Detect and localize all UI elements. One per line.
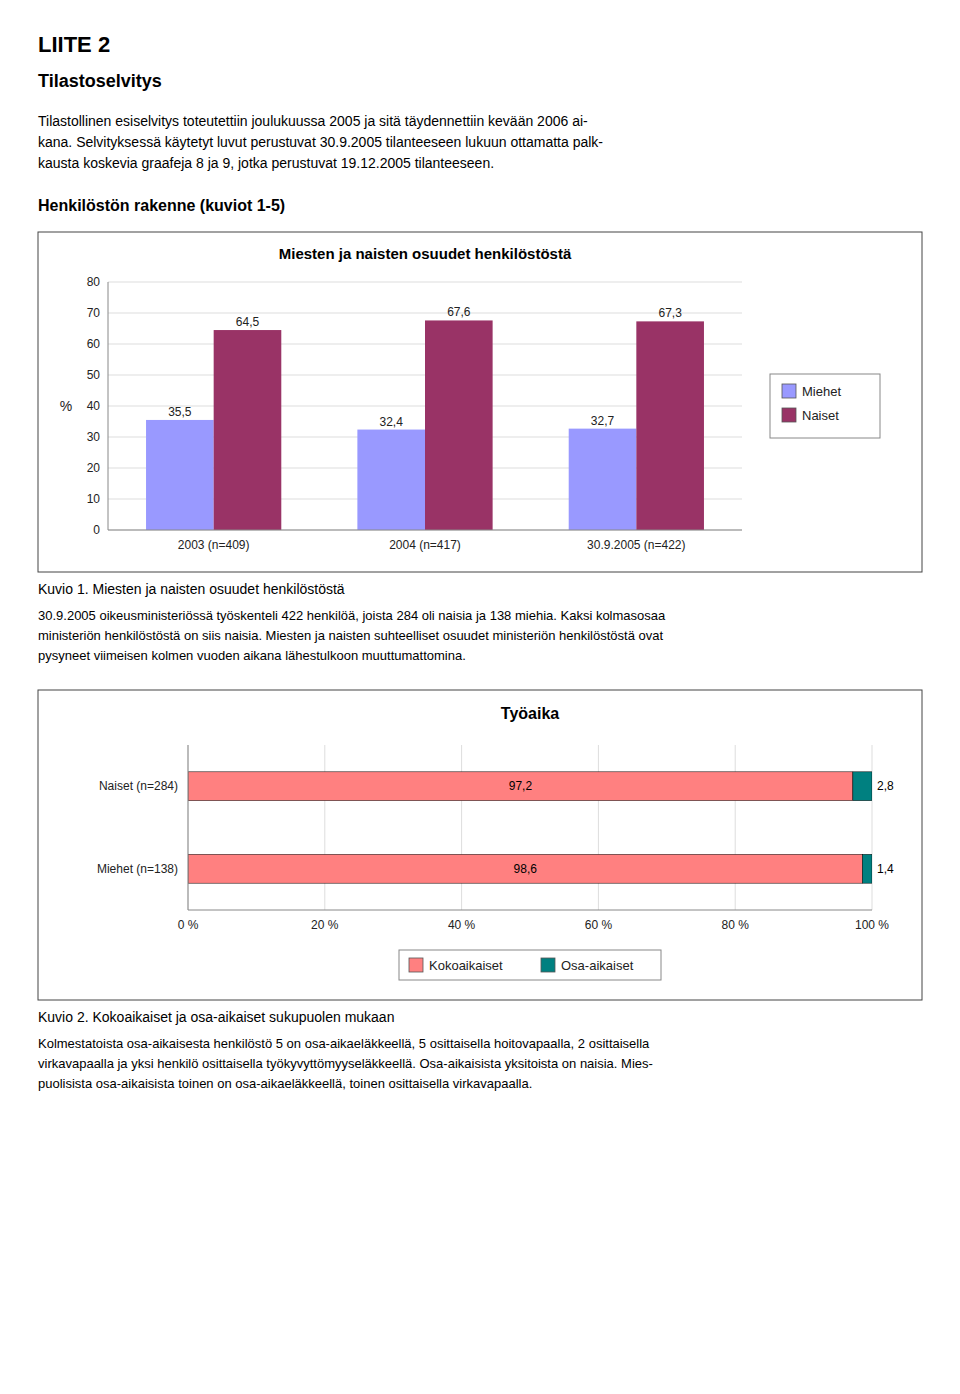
data-label: 32,7 xyxy=(591,414,615,428)
data-label: 35,5 xyxy=(168,405,192,419)
legend-label: Osa-aikaiset xyxy=(561,958,634,973)
intro-line: Tilastollinen esiselvitys toteutettiin j… xyxy=(38,113,588,129)
y-axis xyxy=(108,282,109,530)
grid-line xyxy=(108,530,742,531)
intro-line: kana. Selvityksessä käytetyt luvut perus… xyxy=(38,134,603,150)
tick-label: 40 % xyxy=(448,918,476,932)
tick-label: 100 % xyxy=(855,918,889,932)
grid-line xyxy=(108,282,742,283)
grid-line xyxy=(598,745,599,910)
data-label: 1,4 xyxy=(877,862,894,876)
bar xyxy=(636,321,704,530)
tick-label: 80 % xyxy=(722,918,750,932)
page-title: LIITE 2 xyxy=(38,32,110,57)
legend-swatch xyxy=(782,384,796,398)
data-label: 2,8 xyxy=(877,779,894,793)
legend: Kokoaikaiset Osa-aikaiset xyxy=(399,950,661,980)
category-label: Miehet (n=138) xyxy=(97,862,178,876)
legend-swatch xyxy=(541,958,555,972)
bar xyxy=(569,429,637,530)
tick-label: 60 xyxy=(87,337,101,351)
x-axis xyxy=(108,530,742,531)
x-axis xyxy=(188,910,872,911)
chart: Työaika 0 % 20 % 40 % 60 % 80 % 100 % 97,2 98,6 2… xyxy=(97,705,894,980)
chart-frame xyxy=(38,690,922,1000)
tick-label: 0 % xyxy=(178,918,199,932)
figure-caption: Kuvio 1. Miesten ja naisten osuudet henk… xyxy=(38,581,345,597)
bar xyxy=(853,772,872,801)
legend: Miehet Naiset xyxy=(770,374,880,438)
axis-label: % xyxy=(60,398,72,414)
chart-title: Työaika xyxy=(501,705,560,722)
legend-item: Kokoaikaiset xyxy=(409,958,503,973)
body-text: Kolmestatoista osa-aikaisesta henkilöstö… xyxy=(38,1036,650,1051)
y-axis xyxy=(188,745,189,910)
tick-label: 20 xyxy=(87,461,101,475)
legend-box xyxy=(770,374,880,438)
data-label: 67,6 xyxy=(447,305,471,319)
chart: Miesten ja naisten osuudet henkilöstöstä… xyxy=(60,245,880,552)
category-label: Naiset (n=284) xyxy=(99,779,178,793)
tick-label: 20 % xyxy=(311,918,339,932)
chart-frame xyxy=(38,232,922,572)
intro-line: kausta koskevia graafeja 8 ja 9, jotka p… xyxy=(38,155,494,171)
tick-label: 70 xyxy=(87,306,101,320)
bar xyxy=(146,420,214,530)
legend-swatch xyxy=(782,408,796,422)
data-label: 98,6 xyxy=(514,862,538,876)
legend-swatch xyxy=(409,958,423,972)
grid-line xyxy=(872,745,873,910)
legend-label: Naiset xyxy=(802,408,839,423)
grid-line xyxy=(324,745,325,910)
grid-line xyxy=(188,745,189,910)
legend-label: Miehet xyxy=(802,384,841,399)
data-label: 67,3 xyxy=(658,306,682,320)
body-text: virkavapaalla ja yksi henkilö osittaisel… xyxy=(38,1056,653,1071)
bar xyxy=(862,854,872,883)
data-label: 64,5 xyxy=(236,315,260,329)
body-text: 30.9.2005 oikeusministeriössä työskentel… xyxy=(38,608,666,623)
grid-line xyxy=(461,745,462,910)
tick-label: 50 xyxy=(87,368,101,382)
tick-label: 40 xyxy=(87,399,101,413)
tick-label: 80 xyxy=(87,275,101,289)
legend-label: Kokoaikaiset xyxy=(429,958,503,973)
chart-title: Miesten ja naisten osuudet henkilöstöstä xyxy=(279,245,572,262)
body-text: puolisista osa-aikaisista toinen on osa-… xyxy=(38,1076,532,1091)
category-label: 30.9.2005 (n=422) xyxy=(587,538,685,552)
tick-label: 30 xyxy=(87,430,101,444)
body-text: ministeriön henkilöstöstä on siis naisia… xyxy=(38,628,663,643)
legend-box xyxy=(399,950,661,980)
bar xyxy=(357,430,425,530)
bar xyxy=(188,854,862,883)
section-title: Tilastoselvitys xyxy=(38,71,162,91)
data-label: 32,4 xyxy=(380,415,404,429)
legend-item: Naiset xyxy=(782,408,839,423)
page-background xyxy=(0,0,960,1394)
bars xyxy=(188,772,872,883)
figure-caption: Kuvio 2. Kokoaikaiset ja osa-aikaiset su… xyxy=(38,1009,394,1025)
grid-line xyxy=(108,313,742,314)
legend-item: Osa-aikaiset xyxy=(541,958,634,973)
page: LIITE 2 Tilastoselvitys Tilastollinen esis… xyxy=(0,0,960,1394)
tick-label: 60 % xyxy=(585,918,613,932)
bar xyxy=(188,772,853,801)
bars xyxy=(146,320,704,530)
tick-label: 0 xyxy=(93,523,100,537)
bar xyxy=(425,320,493,530)
legend-item: Miehet xyxy=(782,384,841,399)
category-label: 2003 (n=409) xyxy=(178,538,250,552)
tick-label: 10 xyxy=(87,492,101,506)
body-text: pysyneet viimeisen kolmen vuoden aikana … xyxy=(38,648,466,663)
grid-line xyxy=(735,745,736,910)
bar xyxy=(214,330,282,530)
category-label: 2004 (n=417) xyxy=(389,538,461,552)
subsection-title: Henkilöstön rakenne (kuviot 1-5) xyxy=(38,197,285,214)
data-label: 97,2 xyxy=(509,779,533,793)
